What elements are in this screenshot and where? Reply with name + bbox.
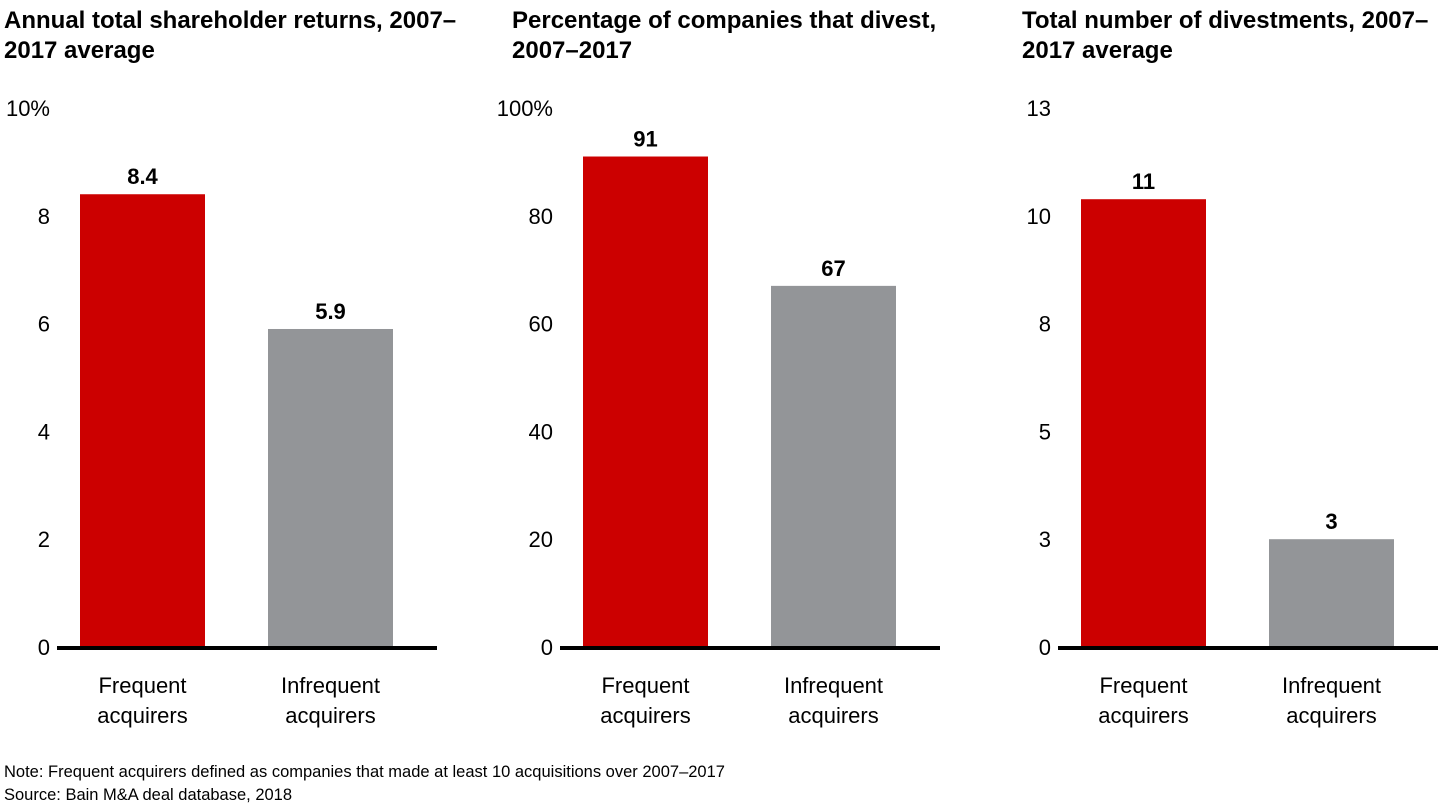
category-label: Infrequent: [1282, 673, 1381, 698]
tick-label: 5: [1039, 419, 1051, 444]
category-label: acquirers: [285, 703, 375, 728]
tick-label: 0: [1039, 635, 1051, 660]
tick-label: 4: [38, 419, 50, 444]
bar-infrequent: [268, 328, 393, 647]
category-label: Infrequent: [281, 673, 380, 698]
tick-label: 2: [38, 527, 50, 552]
bar-infrequent: [1269, 539, 1394, 647]
bar-frequent: [1081, 199, 1206, 647]
tick-label: 40: [529, 419, 553, 444]
category-label: acquirers: [600, 703, 690, 728]
category-label: Frequent: [601, 673, 689, 698]
data-label: 5.9: [315, 299, 346, 324]
bar-frequent: [583, 156, 708, 647]
category-label: Frequent: [1099, 673, 1187, 698]
tick-label: 20: [529, 527, 553, 552]
data-label: 91: [633, 127, 657, 152]
tick-label: 10%: [6, 96, 50, 121]
tick-label: 80: [529, 204, 553, 229]
tick-label: 13: [1027, 96, 1051, 121]
tick-label: 60: [529, 312, 553, 337]
tick-label: 10: [1027, 204, 1051, 229]
bar-infrequent: [771, 285, 896, 647]
category-label: acquirers: [97, 703, 187, 728]
tick-label: 100%: [497, 96, 553, 121]
chart-3-title: Total number of divestments, 2007–2017 a…: [1022, 7, 1429, 64]
data-label: 11: [1132, 169, 1155, 194]
category-label: acquirers: [1286, 703, 1376, 728]
footnote: Note: Frequent acquirers defined as comp…: [4, 763, 725, 781]
tick-label: 0: [541, 635, 553, 660]
source-note: Source: Bain M&A deal database, 2018: [4, 786, 293, 804]
chart-1-title: Annual total shareholder returns, 2007–2…: [4, 7, 457, 64]
category-label: acquirers: [788, 703, 878, 728]
tick-label: 3: [1039, 527, 1051, 552]
bar-frequent: [80, 194, 205, 648]
data-label: 3: [1325, 509, 1337, 534]
tick-label: 6: [38, 312, 50, 337]
tick-label: 8: [38, 204, 50, 229]
data-label: 8.4: [127, 164, 158, 189]
tick-label: 0: [38, 635, 50, 660]
category-label: Infrequent: [784, 673, 883, 698]
category-label: Frequent: [98, 673, 186, 698]
category-label: acquirers: [1098, 703, 1188, 728]
tick-label: 8: [1039, 312, 1051, 337]
data-label: 67: [821, 256, 845, 281]
chart-2-title: Percentage of companies that divest, 200…: [512, 7, 937, 64]
